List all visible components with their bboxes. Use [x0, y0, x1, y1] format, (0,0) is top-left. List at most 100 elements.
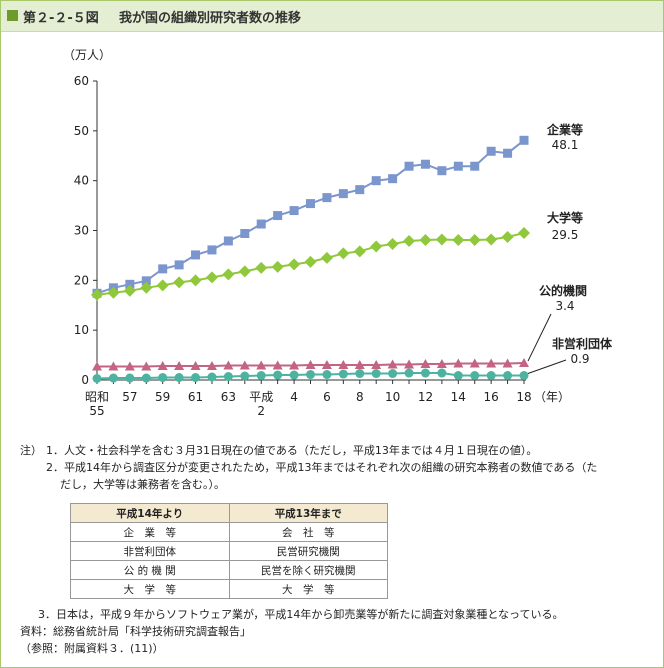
data-point-square: [223, 236, 233, 246]
table-header-row: 平成14年より 平成13年まで: [70, 503, 388, 523]
x-tick-label: 10: [385, 390, 400, 404]
table-row: 公 的 機 関 民営を除く研究機関: [70, 560, 388, 580]
x-tick-label: 4: [290, 390, 298, 404]
series-name-label: 非営利団体: [552, 336, 613, 351]
table-header-cell: 平成13年まで: [228, 503, 388, 523]
data-point-circle: [470, 371, 480, 381]
data-point-square: [404, 161, 414, 171]
table-row: 非営利団体 民営研究機関: [70, 541, 388, 561]
data-point-diamond: [419, 233, 432, 246]
data-point-square: [453, 161, 463, 171]
data-point-diamond: [435, 233, 448, 246]
data-point-diamond: [320, 251, 333, 264]
figure-header: 第２-２-５図 我が国の組織別研究者数の推移: [1, 1, 663, 32]
data-point-diamond: [140, 281, 153, 294]
table-cell: 民営を除く研究機関: [228, 560, 388, 580]
data-point-circle: [355, 369, 365, 379]
data-point-diamond: [205, 271, 218, 284]
data-point-diamond: [485, 233, 498, 246]
data-point-triangle: [502, 358, 513, 368]
data-point-diamond: [255, 261, 268, 274]
table-cell: 企 業 等: [70, 522, 230, 542]
data-point-triangle: [486, 358, 497, 368]
data-point-diamond: [123, 284, 136, 297]
data-point-triangle: [305, 360, 316, 370]
y-tick-label: 0: [81, 373, 89, 387]
y-tick-label: 30: [74, 224, 89, 238]
series-end-value: 48.1: [552, 138, 579, 152]
y-tick-label: 40: [74, 174, 89, 188]
data-point-diamond: [173, 276, 186, 289]
data-point-circle: [437, 368, 447, 378]
x-tick-label: 平成: [249, 390, 273, 404]
table-cell: 非営利団体: [70, 541, 230, 561]
data-point-square: [191, 250, 201, 260]
data-point-square: [273, 211, 283, 221]
data-point-square: [338, 189, 348, 199]
data-point-square: [141, 276, 151, 286]
figure-number: 第２-２-５図: [23, 11, 99, 26]
data-point-diamond: [370, 240, 383, 253]
data-point-triangle: [206, 361, 217, 371]
series-end-value: 29.5: [552, 228, 579, 242]
data-point-square: [420, 159, 430, 169]
data-point-square: [174, 260, 184, 270]
series-name-label: 公的機関: [539, 283, 587, 298]
data-point-diamond: [452, 233, 465, 246]
x-tick-label: 59: [155, 390, 170, 404]
note-1: 1．人文・社会科学を含む３月31日現在の値である（ただし，平成13年までは４月１…: [46, 444, 538, 457]
data-point-square: [289, 206, 299, 216]
data-point-square: [256, 219, 266, 229]
table-row: 大 学 等 大 学 等: [70, 579, 388, 599]
data-point-diamond: [91, 288, 103, 301]
data-point-square: [519, 135, 529, 145]
leader-line: [527, 313, 552, 362]
data-point-circle: [273, 370, 283, 380]
data-point-square: [207, 245, 217, 255]
data-point-square: [355, 185, 365, 195]
x-tick-label: 16: [484, 390, 499, 404]
data-point-square: [322, 193, 332, 203]
x-tick-label: 61: [188, 390, 203, 404]
data-point-circle: [240, 371, 250, 381]
x-tick-label: 8: [356, 390, 364, 404]
x-tick-label: 18: [516, 390, 531, 404]
data-point-triangle: [321, 360, 332, 370]
data-point-triangle: [371, 360, 382, 370]
data-point-triangle: [108, 361, 119, 371]
note-2a: 2．平成14年から調査区分が変更されたため，平成13年まではそれぞれ次の組織の研…: [46, 461, 598, 474]
data-point-circle: [420, 368, 430, 378]
x-tick-label: 昭和: [85, 390, 109, 404]
data-point-square: [503, 148, 513, 158]
data-point-triangle: [141, 361, 152, 371]
notes-prefix: 注）: [20, 444, 42, 457]
data-point-diamond: [304, 255, 317, 268]
series-end-value: 3.4: [555, 299, 574, 313]
data-point-diamond: [403, 234, 416, 247]
figure-title: 我が国の組織別研究者数の推移: [119, 11, 302, 26]
data-point-square: [306, 199, 315, 209]
reference-line: （参照：附属資料３．(11)）: [20, 642, 164, 655]
x-axis-label: （年）: [534, 390, 570, 404]
data-point-diamond: [189, 274, 202, 287]
table-cell: 会 社 等: [228, 522, 388, 542]
data-point-diamond: [238, 265, 251, 278]
data-point-triangle: [420, 359, 431, 369]
data-point-circle: [174, 373, 184, 383]
data-point-square: [388, 174, 398, 184]
data-point-triangle: [174, 361, 185, 371]
data-point-circle: [92, 374, 102, 384]
data-point-circle: [141, 373, 151, 383]
y-axis-label: （万人）: [63, 48, 111, 62]
series-end-value: 0.9: [570, 352, 589, 366]
data-point-diamond: [337, 247, 350, 260]
data-point-triangle: [387, 359, 398, 369]
data-point-circle: [256, 371, 266, 381]
data-point-triangle: [190, 361, 201, 371]
y-tick-label: 60: [74, 74, 89, 88]
y-tick-label: 20: [74, 273, 89, 287]
series-name-label: 大学等: [547, 210, 583, 225]
data-point-diamond: [156, 279, 169, 292]
